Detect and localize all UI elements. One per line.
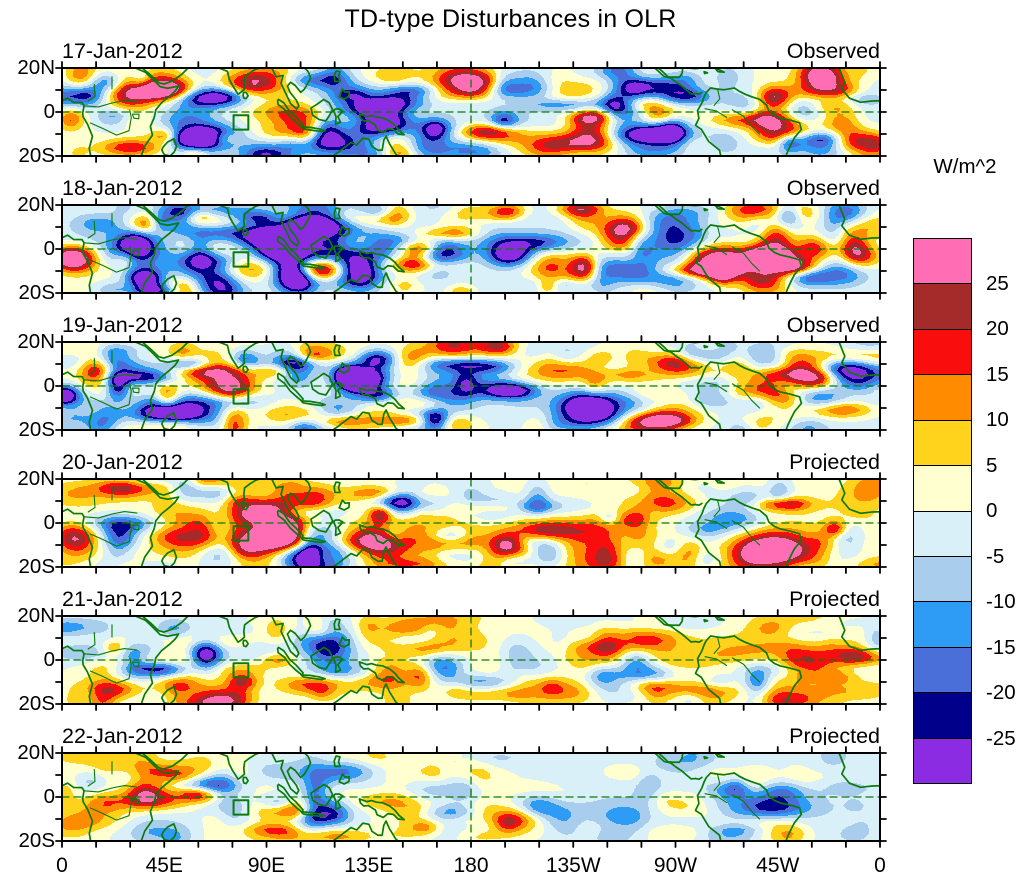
colorbar-unit-label: W/m^2 xyxy=(933,155,997,178)
colorbar-segment xyxy=(914,647,971,694)
x-axis-label: 90W xyxy=(653,854,698,877)
y-axis-label: 0 xyxy=(43,785,55,808)
panel-source-label: Projected xyxy=(789,587,880,611)
y-axis-label: 0 xyxy=(43,648,55,671)
y-axis-label: 20N xyxy=(17,56,55,79)
colorbar-segment xyxy=(914,239,971,285)
panel-date-label: 17-Jan-2012 xyxy=(62,39,183,63)
x-axis-label: 180 xyxy=(453,854,489,877)
map-canvas xyxy=(54,471,888,575)
colorbar-tick-label: 15 xyxy=(986,362,1009,386)
panel-source-label: Observed xyxy=(786,39,880,63)
colorbar-segment xyxy=(914,420,971,467)
y-axis-label: 0 xyxy=(43,100,55,123)
panel-date-label: 19-Jan-2012 xyxy=(62,313,183,337)
map-canvas xyxy=(54,745,888,849)
x-axis-label: 135W xyxy=(545,854,601,877)
y-axis-label: 20N xyxy=(17,330,55,353)
y-axis-label: 20S xyxy=(18,555,55,578)
colorbar-segment xyxy=(914,329,971,376)
panel-date-label: 21-Jan-2012 xyxy=(62,587,183,611)
colorbar-tick-label: 10 xyxy=(986,408,1009,431)
panel-date-label: 20-Jan-2012 xyxy=(62,450,183,474)
colorbar-segment xyxy=(914,738,971,784)
colorbar-segment xyxy=(914,375,971,421)
panel-date-label: 22-Jan-2012 xyxy=(62,724,183,748)
colorbar-tick-label: -5 xyxy=(986,544,1005,568)
y-axis-label: 20N xyxy=(17,604,55,627)
colorbar-segment xyxy=(914,693,971,739)
map-canvas xyxy=(54,608,888,712)
colorbar-tick-label: 0 xyxy=(986,499,998,522)
y-axis-label: 20S xyxy=(18,418,55,441)
colorbar-tick-label: -25 xyxy=(986,726,1016,750)
colorbar-segment xyxy=(914,602,971,648)
page-title: TD-type Disturbances in OLR xyxy=(344,5,677,33)
x-axis-label: 90E xyxy=(247,854,286,877)
y-axis-label: 20S xyxy=(18,692,55,715)
y-axis-label: 20S xyxy=(18,281,55,304)
y-axis-label: 20N xyxy=(17,467,55,490)
colorbar-tick-label: 25 xyxy=(986,271,1009,295)
colorbar-tick-label: 20 xyxy=(986,317,1009,340)
colorbar-segment xyxy=(914,511,971,557)
x-axis-label: 45E xyxy=(145,854,183,877)
colorbar-segment xyxy=(914,466,971,512)
colorbar xyxy=(913,238,972,784)
panel-source-label: Observed xyxy=(786,313,880,337)
y-axis-label: 0 xyxy=(43,237,55,260)
x-axis-label: 135E xyxy=(344,854,394,877)
map-canvas xyxy=(54,334,888,438)
y-axis-label: 0 xyxy=(43,511,55,534)
panel-source-label: Projected xyxy=(789,450,880,474)
colorbar-tick-label: -20 xyxy=(986,681,1016,704)
colorbar-tick-label: -15 xyxy=(986,635,1016,659)
map-canvas xyxy=(54,60,888,164)
panel-source-label: Observed xyxy=(786,176,880,200)
panel-source-label: Projected xyxy=(789,724,880,748)
y-axis-label: 0 xyxy=(43,374,55,397)
y-axis-label: 20S xyxy=(18,144,55,167)
x-axis-label: 0 xyxy=(56,854,68,877)
colorbar-tick-label: -10 xyxy=(986,590,1016,613)
colorbar-segment xyxy=(914,284,971,330)
map-canvas xyxy=(54,197,888,301)
colorbar-segment xyxy=(914,556,971,603)
y-axis-label: 20S xyxy=(18,829,55,852)
y-axis-label: 20N xyxy=(17,741,55,764)
panel-date-label: 18-Jan-2012 xyxy=(62,176,183,200)
colorbar-tick-label: 5 xyxy=(986,453,998,477)
x-axis-label: 0 xyxy=(874,854,886,877)
y-axis-label: 20N xyxy=(17,193,55,216)
x-axis-label: 45W xyxy=(756,854,800,877)
